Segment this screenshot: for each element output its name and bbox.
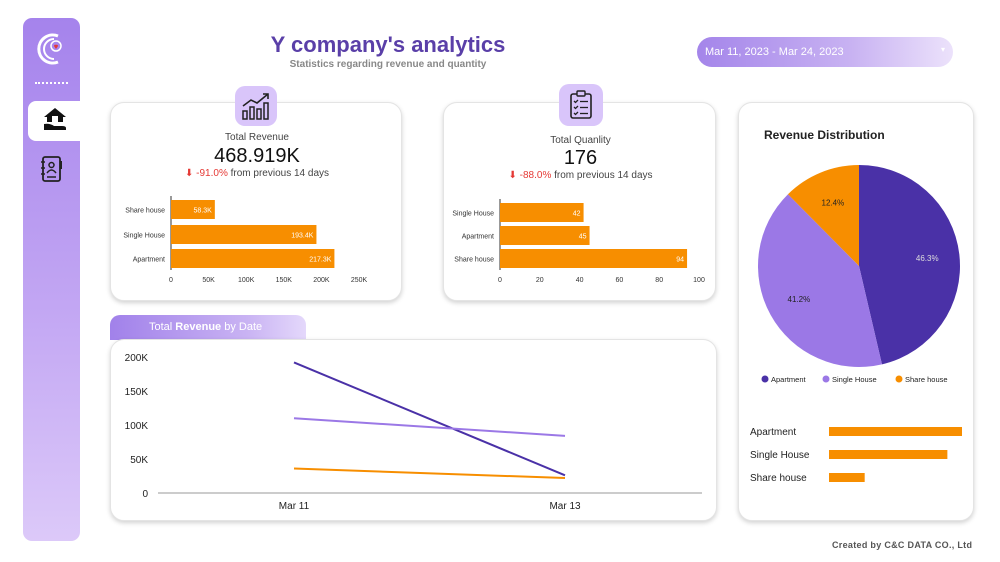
mini-bar	[829, 473, 865, 482]
revenue-value: 468.919K	[214, 145, 300, 167]
nav-report[interactable]	[38, 155, 66, 187]
revenue-x-tick-label: 0	[169, 277, 173, 284]
revenue-x-tick-label: 100K	[238, 277, 255, 284]
quantity-bar	[500, 249, 688, 268]
revenue-data-label: 58.3K	[194, 208, 213, 215]
pie-data-label: 41.2%	[788, 295, 811, 304]
revenue-delta-value: -91.0%	[196, 168, 228, 179]
legend-label: Apartment	[771, 375, 807, 384]
arrow-down-icon: ⬇	[508, 170, 517, 181]
tab-label-prefix: Total	[149, 321, 176, 333]
quantity-x-tick-label: 0	[498, 277, 502, 284]
quantity-x-tick-label: 80	[655, 277, 663, 284]
mini-bar-label: Single House	[750, 450, 810, 461]
quantity-value: 176	[563, 147, 598, 169]
quantity-x-tick-label: 100	[693, 277, 705, 284]
quantity-card: Total Quanlity 176 ⬇ -88.0% from previou…	[443, 102, 716, 301]
line-x-tick-label: Mar 11	[279, 501, 310, 512]
revenue-distribution-chart: 46.3% 41.2% 12.4% Apartment Single House Shar…	[750, 165, 962, 484]
pie-slice	[758, 194, 882, 367]
quantity-x-tick-label: 20	[536, 277, 544, 284]
home-hand-icon	[42, 106, 68, 137]
line-y-tick-label: 0	[142, 489, 148, 500]
revenue-bar	[171, 225, 317, 244]
quantity-delta: ⬇ -88.0% from previous 14 days	[444, 170, 717, 181]
line-series-0	[293, 361, 566, 477]
revenue-category-label: Share house	[125, 208, 165, 215]
line-y-tick-label: 200K	[125, 353, 149, 364]
quantity-x-tick-label: 40	[576, 277, 584, 284]
revenue-by-date-card: 0 50K 100K 150K 200K Mar 11 Mar 13	[110, 339, 717, 521]
line-y-tick-label: 50K	[130, 455, 148, 466]
revenue-bar	[171, 200, 215, 219]
revenue-bar	[171, 249, 335, 268]
revenue-category-label: Single House	[123, 233, 165, 240]
quantity-bar	[500, 226, 590, 245]
page-subtitle: Statistics regarding revenue and quantit…	[289, 59, 487, 70]
legend-swatch	[761, 375, 769, 383]
nav-home[interactable]	[28, 101, 81, 141]
quantity-category-label: Single House	[452, 211, 494, 218]
line-x-tick-label: Mar 13	[549, 501, 581, 512]
revenue-x-tick-label: 200K	[313, 277, 330, 284]
caret-down-icon: ▾	[940, 45, 945, 54]
company-logo	[34, 30, 69, 68]
revenue-card: Total Revenue 468.919K ⬇ -91.0% from pre…	[110, 102, 402, 301]
revenue-data-label: 217.3K	[309, 257, 332, 264]
tab-revenue-by-date[interactable]: Total Revenue by Date	[110, 315, 306, 340]
quantity-data-label: 42	[573, 211, 581, 218]
revenue-x-tick-label: 250K	[351, 277, 368, 284]
legend-label: Share house	[905, 375, 948, 384]
date-range-picker[interactable]: Mar 11, 2023 - Mar 24, 2023 ▾	[697, 37, 953, 67]
revenue-x-tick-label: 150K	[276, 277, 293, 284]
distribution-title: Revenue Distribution	[764, 128, 885, 142]
line-series-1	[293, 417, 566, 437]
page-title: Y company's analytics	[270, 32, 506, 57]
revenue-by-date-chart: 0 50K 100K 150K 200K Mar 11 Mar 13	[125, 353, 702, 512]
revenue-label: Total Revenue	[225, 132, 289, 143]
mini-bar-label: Share house	[750, 473, 807, 484]
quantity-bar	[500, 203, 584, 222]
quantity-delta-suffix: from previous 14 days	[551, 170, 653, 181]
revenue-x-tick-label: 50K	[202, 277, 215, 284]
quantity-data-label: 45	[579, 234, 587, 241]
legend-swatch	[895, 375, 903, 383]
tab-label-bold: Revenue	[175, 321, 222, 333]
quantity-delta-value: -88.0%	[519, 170, 552, 181]
quantity-data-label: 94	[676, 257, 684, 264]
date-range-value: Mar 11, 2023 - Mar 24, 2023	[705, 46, 844, 58]
divider	[35, 82, 68, 84]
revenue-category-label: Apartment	[133, 257, 165, 264]
arrow-down-icon: ⬇	[184, 168, 194, 179]
clipboard-checklist-icon	[559, 84, 603, 126]
pie-data-label: 12.4%	[822, 198, 845, 207]
pie-slice	[859, 165, 960, 365]
revenue-delta-suffix: from previous 14 days	[227, 168, 330, 179]
report-book-icon	[40, 155, 64, 188]
legend-swatch	[822, 375, 830, 383]
line-series-2	[293, 467, 566, 480]
mini-bar-label: Apartment	[750, 427, 796, 438]
pie-data-label: 46.3%	[916, 254, 939, 263]
mini-bar	[829, 450, 948, 459]
sidebar	[23, 18, 81, 541]
quantity-x-tick-label: 60	[616, 277, 624, 284]
quantity-category-label: Apartment	[462, 234, 494, 241]
revenue-distribution-card: 46.3% 41.2% 12.4% Apartment Single House Shar…	[738, 102, 974, 521]
pie-slice	[787, 165, 859, 266]
line-y-tick-label: 150K	[125, 387, 149, 398]
tab-label-suffix: by Date	[221, 321, 263, 333]
quantity-label: Total Quanlity	[550, 135, 611, 146]
quantity-category-label: Share house	[454, 257, 494, 264]
revenue-data-label: 193.4K	[291, 233, 314, 240]
mini-bar	[829, 427, 962, 436]
revenue-delta: ⬇ -91.0% from previous 14 days	[111, 168, 403, 179]
legend-label: Single House	[832, 375, 877, 384]
footer-credit: Created by C&C DATA CO., Ltd	[832, 540, 973, 550]
growth-chart-icon	[235, 86, 277, 126]
line-y-tick-label: 100K	[125, 421, 149, 432]
quantity-by-type-chart: Single House 42 Apartment 45 Share house 94 0 2…	[452, 199, 705, 284]
revenue-by-type-chart: Share house 58.3K Single House 193.4K Apartm…	[123, 196, 368, 284]
